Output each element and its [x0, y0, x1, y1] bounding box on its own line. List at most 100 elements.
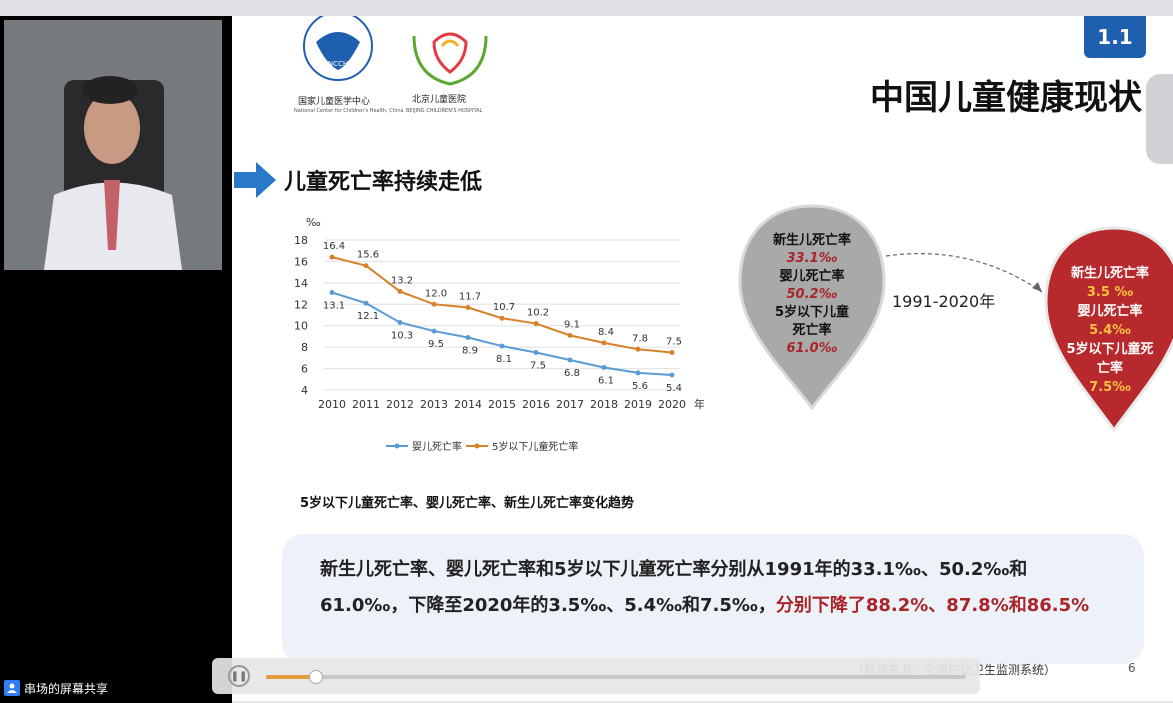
- data-label: 7.5: [530, 361, 546, 372]
- period-label: 1991-2020年: [892, 292, 996, 311]
- data-label: 8.1: [496, 354, 512, 365]
- summary-highlight: 分别下降了88.2%、87.8%和86.5%: [775, 595, 1090, 616]
- ncch-logo-icon: NCCH: [303, 16, 373, 81]
- data-point: [635, 346, 641, 352]
- x-tick-label: 2013: [420, 398, 448, 411]
- data-label: 13.1: [323, 301, 345, 312]
- data-label: 8.4: [598, 327, 614, 338]
- progress-fill: [266, 675, 315, 679]
- bch-subtitle: BEIJING CHILDREN'S HOSPITAL: [406, 108, 483, 114]
- ncch-emblem-text: NCCH: [328, 60, 348, 68]
- x-tick-label: 2015: [488, 398, 516, 411]
- data-label: 5.6: [632, 381, 648, 392]
- screen-share-label[interactable]: 串场的屏幕共享: [4, 678, 108, 698]
- y-tick-label: 16: [294, 255, 308, 268]
- x-tick-label: 2016: [522, 398, 550, 411]
- user-icon: [4, 680, 20, 696]
- x-tick-label: 2018: [590, 398, 618, 411]
- participant-pane: 串场的屏幕共享: [0, 16, 232, 703]
- x-axis-unit: 年: [694, 397, 704, 411]
- data-point: [635, 370, 641, 376]
- data-point: [601, 340, 607, 346]
- speaker-silhouette: [4, 20, 222, 270]
- pin-1991-text: 新生儿死亡率 33.1‰ 婴儿死亡率 50.2‰ 5岁以下儿童 死亡率 61.0…: [742, 232, 882, 358]
- x-tick-label: 2010: [318, 398, 346, 411]
- data-point: [567, 357, 573, 363]
- data-point: [499, 315, 505, 321]
- data-point: [329, 290, 335, 295]
- speaker-video: [4, 20, 222, 270]
- pin-2020-neonatal-label: 新生儿死亡率: [1070, 266, 1149, 281]
- data-point: [669, 372, 675, 378]
- legend-label: 婴儿死亡率: [412, 440, 462, 453]
- x-tick-label: 2011: [352, 398, 380, 411]
- y-tick-label: 6: [301, 363, 308, 376]
- logos: NCCH 国家儿童医学中心 National Center for Childr…: [294, 16, 514, 120]
- pin-1991-neonatal-label: 新生儿死亡率: [772, 233, 851, 248]
- pin-2020-neonatal-value: 3.5 ‰: [1086, 285, 1134, 300]
- data-label: 10.2: [527, 308, 549, 319]
- pin-1991-under5-value: 61.0‰: [786, 341, 838, 356]
- data-label: 7.5: [666, 337, 682, 348]
- bch-name: 北京儿童医院: [412, 95, 467, 105]
- data-label: 15.6: [357, 250, 379, 261]
- data-point: [397, 288, 403, 294]
- x-tick-label: 2017: [556, 398, 584, 411]
- media-player-bar: ❚❚: [212, 658, 980, 694]
- slide-subtitle: 儿童死亡率持续走低: [284, 170, 483, 195]
- pin-1991-under5-label-2: 死亡率: [792, 323, 832, 338]
- ncch-name: 国家儿童医学中心: [298, 97, 371, 107]
- legend-marker: [474, 443, 480, 449]
- section-badge: 1.1: [1084, 16, 1146, 58]
- data-point: [363, 300, 369, 306]
- data-label: 7.8: [632, 333, 648, 344]
- legend-marker: [394, 443, 400, 449]
- data-label: 6.1: [598, 376, 614, 387]
- pin-2020-text: 新生儿死亡率 3.5 ‰ 婴儿死亡率 5.4‰ 5岁以下儿童死 亡率 7.5‰: [1050, 264, 1170, 397]
- x-tick-label: 2014: [454, 398, 482, 411]
- pin-1991-infant-label: 婴儿死亡率: [779, 269, 845, 284]
- slide-title: 中国儿童健康现状: [870, 78, 1142, 118]
- progress-knob[interactable]: [309, 670, 323, 684]
- presentation-slide: NCCH 国家儿童医学中心 National Center for Childr…: [232, 16, 1173, 701]
- progress-track[interactable]: [266, 670, 966, 684]
- data-point: [465, 305, 471, 310]
- x-tick-label: 2020: [658, 398, 686, 411]
- data-label: 13.2: [391, 275, 413, 286]
- x-tick-label: 2012: [386, 398, 414, 411]
- screen-share-text: 串场的屏幕共享: [24, 681, 109, 696]
- data-label: 10.7: [493, 302, 515, 313]
- pause-button[interactable]: ❚❚: [228, 665, 250, 687]
- data-point: [329, 254, 335, 260]
- pin-2020-shape: [1044, 226, 1173, 433]
- pin-1991-infant-value: 50.2‰: [786, 287, 838, 302]
- data-label: 8.9: [462, 346, 478, 357]
- side-toggle-button[interactable]: [1146, 74, 1173, 164]
- x-tick-label: 2019: [624, 398, 652, 411]
- page-number: 6: [1128, 661, 1136, 675]
- pin-2020-under5-label-1: 5岁以下儿童死: [1066, 342, 1154, 357]
- y-tick-label: 8: [301, 341, 308, 354]
- data-point: [363, 263, 369, 269]
- y-tick-label: 4: [301, 384, 308, 397]
- data-point: [431, 301, 437, 307]
- data-label: 10.3: [391, 331, 413, 342]
- data-point: [533, 350, 539, 355]
- data-label: 6.8: [564, 368, 580, 379]
- dashed-arrow: [885, 253, 1043, 293]
- pin-2020-under5-value: 7.5‰: [1089, 380, 1131, 395]
- pin-2020-infant-label: 婴儿死亡率: [1077, 304, 1143, 319]
- data-label: 9.1: [564, 319, 580, 330]
- data-point: [533, 321, 539, 327]
- mortality-line-chart: ‰ 18 16 14 12 10 8 6 4 2010 2011 2012 2013 2014 2015 20…: [294, 216, 704, 453]
- y-tick-label: 18: [294, 234, 308, 247]
- arrow-right-icon: [234, 162, 276, 198]
- data-point: [567, 332, 573, 338]
- pin-1991-under5-label-1: 5岁以下儿童: [774, 305, 850, 320]
- y-tick-label: 10: [294, 320, 308, 333]
- data-point: [431, 328, 437, 334]
- pin-1991-shape: [738, 204, 886, 411]
- data-label: 9.5: [428, 339, 444, 350]
- summary-main: 新生儿死亡率、婴儿死亡率和5岁以下儿童死亡率分别从1991年的33.1‰、50.…: [320, 559, 1028, 616]
- chart-caption: 5岁以下儿童死亡率、婴儿死亡率、新生儿死亡率变化趋势: [300, 496, 635, 511]
